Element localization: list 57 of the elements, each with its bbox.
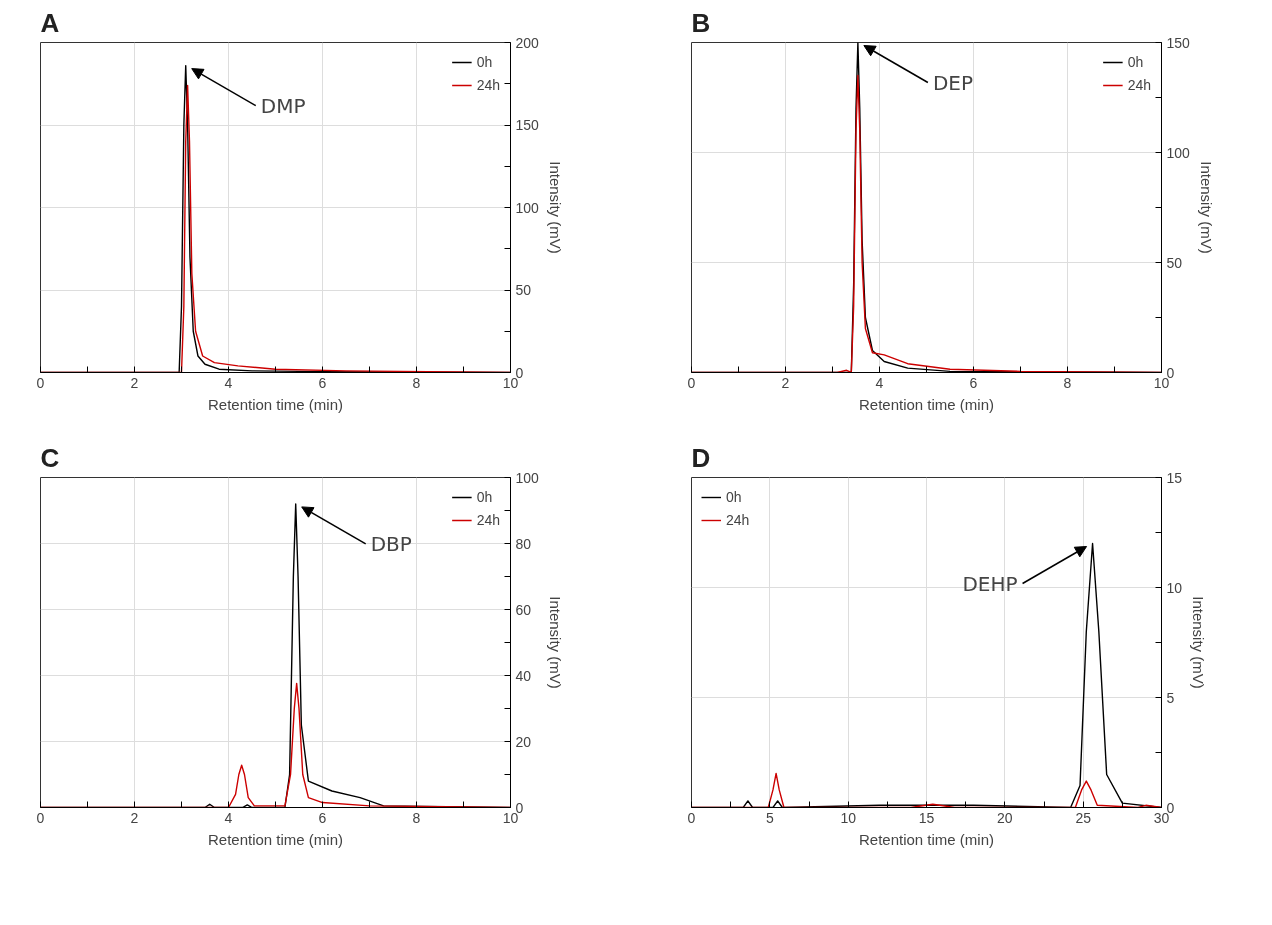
x-tick-label: 4 — [224, 374, 233, 391]
x-tick-label: 25 — [1075, 809, 1092, 826]
x-tick-label: 10 — [840, 809, 857, 826]
y-axis-title: Intensity (mV) — [1190, 596, 1208, 689]
chart-title: C — [40, 442, 60, 473]
chart-title: D — [691, 442, 711, 473]
chart-title: A — [40, 7, 60, 38]
y-tick-label: 20 — [515, 733, 532, 750]
x-tick-label: 0 — [687, 809, 696, 826]
x-axis-title: Retention time (min) — [858, 395, 995, 413]
y-axis-title: Intensity (mV) — [546, 161, 564, 254]
legend-label: 24h — [476, 77, 500, 93]
y-tick-label: 100 — [1166, 144, 1191, 161]
annotation: DBP — [370, 531, 412, 556]
legend-label: 24h — [726, 512, 750, 528]
y-tick-label: 200 — [515, 34, 540, 51]
x-tick-label: 6 — [969, 374, 978, 391]
x-tick-label: 15 — [918, 809, 935, 826]
y-tick-label: 10 — [1166, 579, 1183, 596]
y-tick-label: 15 — [1166, 469, 1183, 486]
x-tick-label: 2 — [130, 809, 139, 826]
y-axis-title: Intensity (mV) — [1197, 161, 1215, 254]
chart-title: B — [691, 7, 711, 38]
y-tick-label: 100 — [515, 199, 540, 216]
y-tick-label: 150 — [515, 117, 540, 133]
x-tick-label: 0 — [687, 374, 696, 391]
y-tick-label: 60 — [515, 601, 532, 618]
x-tick-label: 0 — [36, 374, 45, 391]
annotation: DMP — [260, 93, 306, 118]
legend-label: 0h — [476, 54, 494, 70]
legend-label: 0h — [726, 489, 743, 505]
legend-label: 0h — [476, 489, 494, 505]
y-tick-label: 50 — [515, 282, 532, 298]
legend-label: 24h — [476, 512, 500, 528]
x-tick-label: 0 — [36, 809, 45, 826]
x-axis-title: Retention time (min) — [207, 395, 344, 413]
y-tick-label: 5 — [1166, 689, 1175, 706]
x-tick-label: 5 — [765, 809, 774, 826]
x-tick-label: 6 — [318, 374, 327, 391]
x-tick-label: 6 — [318, 809, 327, 826]
x-axis-title: Retention time (min) — [207, 830, 344, 848]
x-tick-label: 2 — [781, 374, 790, 391]
x-axis-title: Retention time (min) — [858, 830, 995, 848]
x-tick-label: 8 — [412, 809, 421, 826]
y-tick-label: 80 — [515, 535, 532, 552]
x-tick-label: 2 — [130, 374, 139, 391]
y-tick-label: 50 — [1166, 254, 1183, 271]
y-tick-label: 100 — [515, 469, 540, 486]
y-tick-label: 40 — [515, 667, 532, 684]
x-tick-label: 20 — [997, 809, 1013, 826]
x-tick-label: 4 — [224, 809, 233, 826]
x-tick-label: 8 — [412, 374, 421, 391]
annotation: DEHP — [962, 571, 1018, 596]
y-tick-label: 150 — [1166, 34, 1191, 51]
y-axis-title: Intensity (mV) — [546, 596, 564, 689]
x-tick-label: 8 — [1063, 374, 1072, 391]
x-tick-label: 4 — [875, 374, 884, 391]
